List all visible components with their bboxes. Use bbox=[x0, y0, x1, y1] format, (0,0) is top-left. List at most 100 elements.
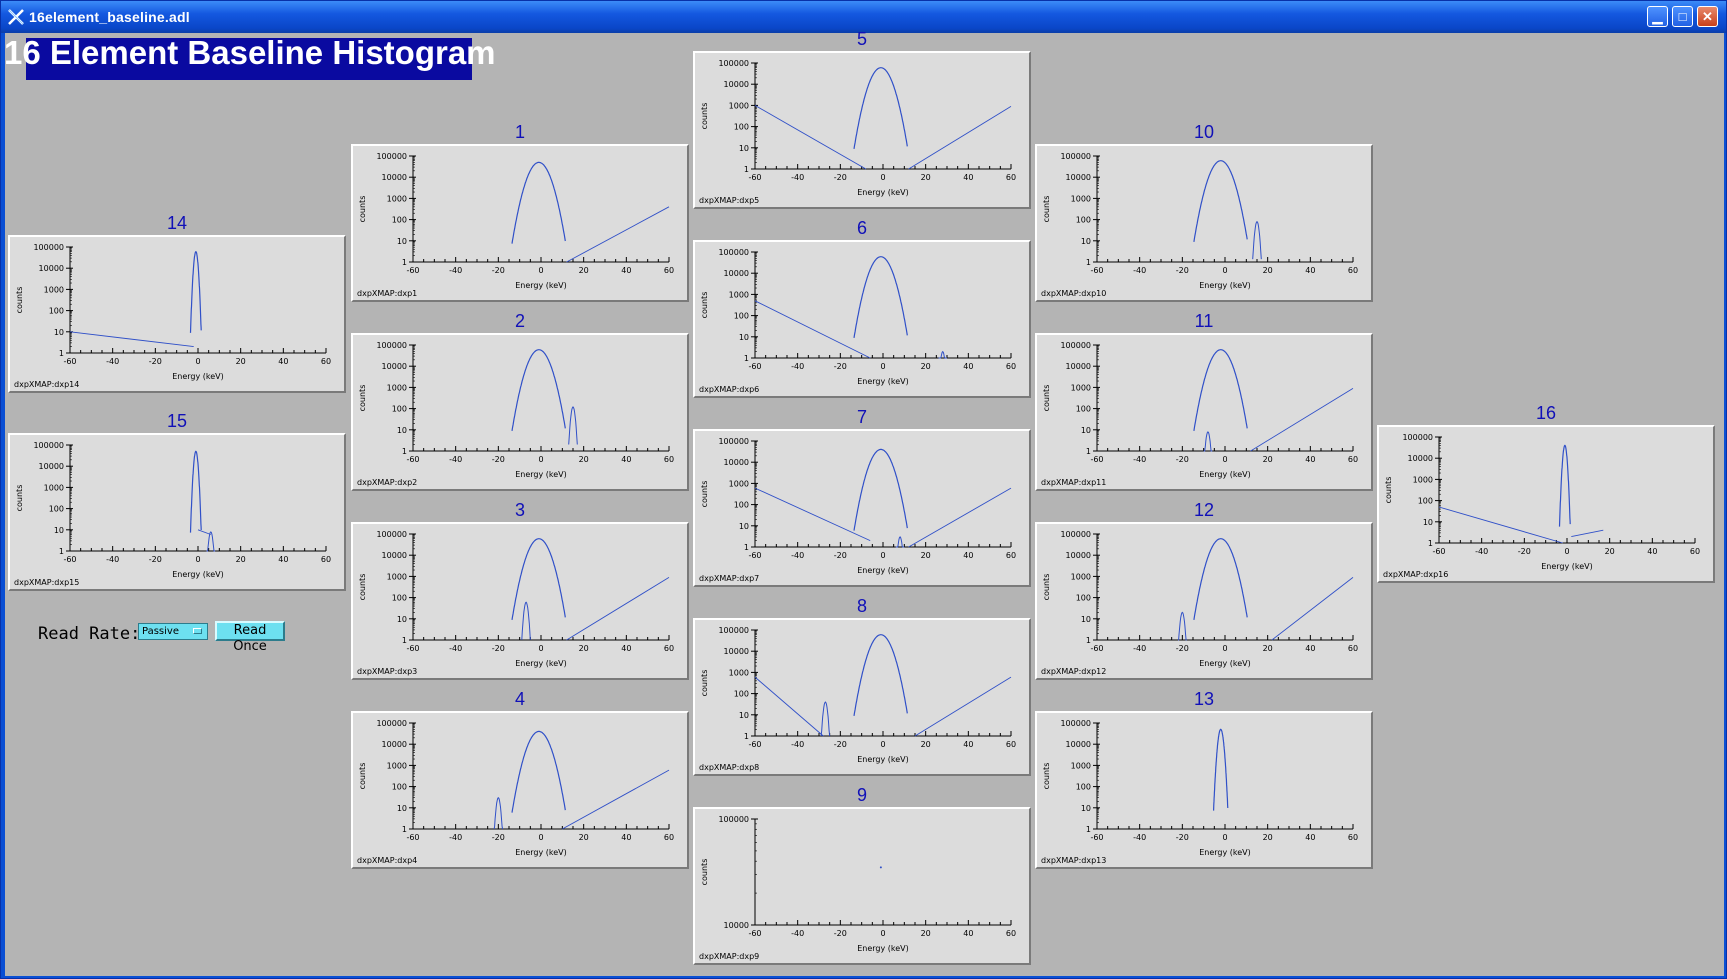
x-tick-label: -60 bbox=[406, 266, 419, 275]
x-tick-label: -60 bbox=[1090, 833, 1103, 842]
y-tick-label: 100 bbox=[1076, 405, 1091, 414]
x-app-icon bbox=[8, 9, 24, 25]
histogram-plot-7: -60 -40 -20 0 20 40 60 1 10 100 1000 10000 100000 Ene… bbox=[693, 429, 1031, 587]
histogram-plot-10: -60 -40 -20 0 20 40 60 1 10 100 1000 10000 100000 Ene… bbox=[1035, 144, 1373, 302]
x-tick-label: 0 bbox=[1222, 833, 1227, 842]
pv-name-15: dxpXMAP:dxp15 bbox=[14, 578, 80, 587]
blip-trace bbox=[1178, 611, 1187, 641]
x-tick-label: -20 bbox=[149, 555, 162, 564]
x-tick-label: 0 bbox=[1564, 547, 1569, 556]
trace-segment bbox=[1571, 529, 1604, 538]
x-tick-label: 60 bbox=[664, 833, 674, 842]
x-tick-label: -20 bbox=[1176, 455, 1189, 464]
peak-trace bbox=[1213, 728, 1229, 811]
y-tick-label: 1000 bbox=[729, 101, 749, 110]
peak-trace bbox=[511, 161, 566, 244]
title-bar[interactable]: 16element_baseline.adl ▁ □ ✕ bbox=[1, 1, 1726, 33]
y-tick-label: 1 bbox=[402, 447, 407, 456]
read-once-button[interactable]: Read Once bbox=[215, 621, 285, 654]
y-tick-label: 10000 bbox=[1408, 454, 1433, 463]
histogram-plot-1: -60 -40 -20 0 20 40 60 1 10 100 1000 10000 100000 Ene… bbox=[351, 144, 689, 302]
y-tick-label: 1 bbox=[1428, 539, 1433, 548]
x-tick-label: -20 bbox=[1176, 266, 1189, 275]
y-tick-label: 10000 bbox=[39, 264, 64, 273]
trace-segment bbox=[754, 676, 824, 737]
x-tick-label: -40 bbox=[1475, 547, 1488, 556]
chart-svg-7: -60 -40 -20 0 20 40 60 1 10 100 1000 10000 100000 Ene… bbox=[700, 437, 1016, 575]
y-axis-label: counts bbox=[358, 763, 367, 790]
y-tick-label: 100000 bbox=[718, 815, 749, 824]
x-axis-label: Energy (keV) bbox=[515, 281, 567, 290]
pv-name-6: dxpXMAP:dxp6 bbox=[699, 385, 760, 394]
peak-trace bbox=[853, 448, 908, 531]
x-axis-label: Energy (keV) bbox=[857, 377, 909, 386]
pv-name-5: dxpXMAP:dxp5 bbox=[699, 196, 760, 205]
x-tick-label: 60 bbox=[1348, 833, 1358, 842]
x-tick-label: -20 bbox=[492, 644, 505, 653]
x-tick-label: 0 bbox=[538, 833, 543, 842]
x-tick-label: -40 bbox=[449, 455, 462, 464]
x-tick-label: -20 bbox=[1518, 547, 1531, 556]
read-rate-menu[interactable]: Passive bbox=[138, 623, 208, 640]
x-tick-label: 60 bbox=[1006, 362, 1016, 371]
y-tick-label: 1 bbox=[1086, 825, 1091, 834]
y-tick-label: 1 bbox=[1086, 447, 1091, 456]
x-tick-label: -60 bbox=[748, 740, 761, 749]
pv-name-16: dxpXMAP:dxp16 bbox=[1383, 570, 1449, 579]
x-tick-label: 20 bbox=[1263, 455, 1273, 464]
x-tick-label: 0 bbox=[880, 740, 885, 749]
x-tick-label: -60 bbox=[748, 551, 761, 560]
y-tick-label: 100000 bbox=[1060, 152, 1091, 161]
peak-trace bbox=[511, 538, 566, 620]
x-tick-label: -60 bbox=[1090, 455, 1103, 464]
y-tick-label: 100000 bbox=[33, 243, 64, 252]
x-axis-label: Energy (keV) bbox=[857, 566, 909, 575]
y-tick-label: 1000 bbox=[1071, 383, 1091, 392]
maximize-button[interactable]: □ bbox=[1672, 6, 1693, 27]
x-tick-label: 0 bbox=[195, 555, 200, 564]
y-tick-label: 10 bbox=[397, 237, 407, 246]
minimize-button[interactable]: ▁ bbox=[1647, 6, 1668, 27]
x-axis-label: Energy (keV) bbox=[1199, 281, 1251, 290]
trace-segment bbox=[914, 676, 1012, 737]
x-tick-label: 20 bbox=[236, 555, 246, 564]
channel-label-4: 4 bbox=[514, 689, 525, 709]
x-tick-label: -40 bbox=[449, 833, 462, 842]
y-tick-label: 100 bbox=[1076, 216, 1091, 225]
x-tick-label: 20 bbox=[236, 357, 246, 366]
y-tick-label: 100000 bbox=[718, 248, 749, 257]
menu-indicator-icon bbox=[193, 628, 202, 634]
x-tick-label: -60 bbox=[63, 555, 76, 564]
x-tick-label: -20 bbox=[834, 929, 847, 938]
y-tick-label: 1 bbox=[59, 349, 64, 358]
x-tick-label: 0 bbox=[1222, 266, 1227, 275]
x-tick-label: 20 bbox=[921, 740, 931, 749]
y-tick-label: 1000 bbox=[44, 483, 64, 492]
close-button[interactable]: ✕ bbox=[1697, 6, 1718, 27]
chart-svg-14: -60 -40 -20 0 20 40 60 1 10 100 1000 10000 100000 Ene… bbox=[15, 243, 331, 381]
y-tick-label: 10000 bbox=[382, 740, 407, 749]
blip-trace bbox=[1203, 431, 1213, 452]
trace-segment bbox=[908, 106, 1012, 170]
x-tick-label: 60 bbox=[1348, 266, 1358, 275]
x-tick-label: 60 bbox=[1006, 173, 1016, 182]
y-tick-label: 10 bbox=[54, 526, 64, 535]
y-axis-label: counts bbox=[1042, 574, 1051, 601]
x-tick-label: 0 bbox=[538, 644, 543, 653]
peak-trace bbox=[1193, 349, 1248, 431]
y-tick-label: 1 bbox=[744, 165, 749, 174]
x-tick-label: 60 bbox=[1348, 455, 1358, 464]
x-tick-label: 20 bbox=[579, 644, 589, 653]
peak-trace bbox=[511, 349, 566, 431]
y-tick-label: 10000 bbox=[724, 647, 749, 656]
chart-svg-3: -60 -40 -20 0 20 40 60 1 10 100 1000 10000 100000 Ene… bbox=[358, 530, 674, 668]
y-tick-label: 1000 bbox=[387, 572, 407, 581]
trace-segment bbox=[566, 577, 670, 641]
channel-label-15: 15 bbox=[166, 411, 188, 431]
y-tick-label: 1 bbox=[1086, 636, 1091, 645]
channel-label-5: 5 bbox=[856, 29, 867, 49]
x-axis-label: Energy (keV) bbox=[1199, 848, 1251, 857]
x-tick-label: -20 bbox=[834, 362, 847, 371]
channel-label-11: 11 bbox=[1194, 311, 1214, 331]
window-title: 16element_baseline.adl bbox=[29, 9, 190, 25]
